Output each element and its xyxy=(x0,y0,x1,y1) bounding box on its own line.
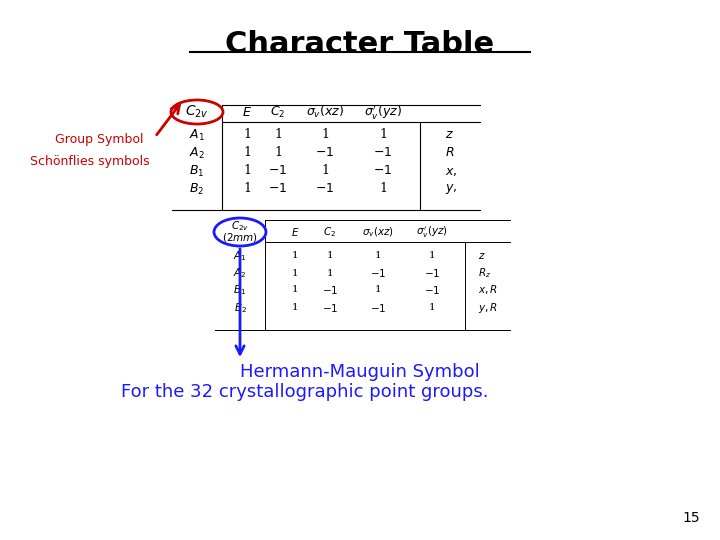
Text: $y, R$: $y, R$ xyxy=(478,301,498,315)
Text: 1: 1 xyxy=(243,165,251,178)
Text: $B_1$: $B_1$ xyxy=(233,283,246,297)
Text: Character Table: Character Table xyxy=(225,30,495,59)
Text: $B_2$: $B_2$ xyxy=(233,301,246,315)
Text: 1: 1 xyxy=(428,252,436,260)
Text: $C_{2v}$: $C_{2v}$ xyxy=(231,219,249,233)
Text: $-1$: $-1$ xyxy=(424,267,440,279)
Text: 1: 1 xyxy=(327,268,333,278)
Text: 1: 1 xyxy=(274,146,282,159)
Text: 1: 1 xyxy=(379,183,387,195)
Text: $E$: $E$ xyxy=(291,226,300,238)
Text: $-1$: $-1$ xyxy=(315,183,335,195)
Text: $x, R$: $x, R$ xyxy=(478,284,498,296)
Text: $R$: $R$ xyxy=(445,146,454,159)
Text: $x,$: $x,$ xyxy=(445,165,457,178)
Text: $-1$: $-1$ xyxy=(315,146,335,159)
Text: 1: 1 xyxy=(243,146,251,159)
Text: $-1$: $-1$ xyxy=(269,165,287,178)
Text: $\sigma_v(xz)$: $\sigma_v(xz)$ xyxy=(306,104,344,120)
Text: 1: 1 xyxy=(428,303,436,313)
Text: $-1$: $-1$ xyxy=(374,146,392,159)
Text: $A_1$: $A_1$ xyxy=(189,127,205,143)
Text: Group Symbol: Group Symbol xyxy=(55,133,143,146)
Text: $C_{2v}$: $C_{2v}$ xyxy=(185,104,209,120)
Text: 1: 1 xyxy=(292,268,298,278)
Text: $-1$: $-1$ xyxy=(269,183,287,195)
Text: $E$: $E$ xyxy=(242,105,252,118)
Text: $-1$: $-1$ xyxy=(370,302,386,314)
Text: $C_2$: $C_2$ xyxy=(323,225,336,239)
Text: $R_z$: $R_z$ xyxy=(478,266,491,280)
Text: $(2mm)$: $(2mm)$ xyxy=(222,231,258,244)
Text: 1: 1 xyxy=(243,129,251,141)
Text: $B_1$: $B_1$ xyxy=(189,164,204,179)
Text: Schönflies symbols: Schönflies symbols xyxy=(30,156,150,168)
Text: 1: 1 xyxy=(321,129,329,141)
Text: $\sigma_v'(yz)$: $\sigma_v'(yz)$ xyxy=(416,224,448,240)
Text: 1: 1 xyxy=(292,252,298,260)
Text: For the 32 crystallographic point groups.: For the 32 crystallographic point groups… xyxy=(121,383,489,401)
Text: 1: 1 xyxy=(243,183,251,195)
Text: $A_2$: $A_2$ xyxy=(233,266,247,280)
Text: $\sigma_v'(yz)$: $\sigma_v'(yz)$ xyxy=(364,103,402,121)
Text: 15: 15 xyxy=(683,511,700,525)
Text: 1: 1 xyxy=(379,129,387,141)
Text: $C_2$: $C_2$ xyxy=(270,104,286,119)
Text: $-1$: $-1$ xyxy=(370,267,386,279)
Text: 1: 1 xyxy=(292,303,298,313)
Text: Hermann-Mauguin Symbol: Hermann-Mauguin Symbol xyxy=(240,363,480,381)
Text: $A_1$: $A_1$ xyxy=(233,249,247,263)
Text: 1: 1 xyxy=(327,252,333,260)
Text: 1: 1 xyxy=(274,129,282,141)
Text: $-1$: $-1$ xyxy=(322,302,338,314)
Text: $-1$: $-1$ xyxy=(374,165,392,178)
Text: 1: 1 xyxy=(321,165,329,178)
Text: 1: 1 xyxy=(374,286,382,294)
Text: $-1$: $-1$ xyxy=(322,284,338,296)
Text: $y,$: $y,$ xyxy=(445,182,457,196)
Text: 1: 1 xyxy=(292,286,298,294)
Text: 1: 1 xyxy=(374,252,382,260)
Text: $B_2$: $B_2$ xyxy=(189,181,204,197)
Text: $z$: $z$ xyxy=(445,129,454,141)
Text: $-1$: $-1$ xyxy=(424,284,440,296)
Text: $\sigma_v(xz)$: $\sigma_v(xz)$ xyxy=(362,225,394,239)
Text: $A_2$: $A_2$ xyxy=(189,145,205,160)
Text: $z$: $z$ xyxy=(478,251,486,261)
